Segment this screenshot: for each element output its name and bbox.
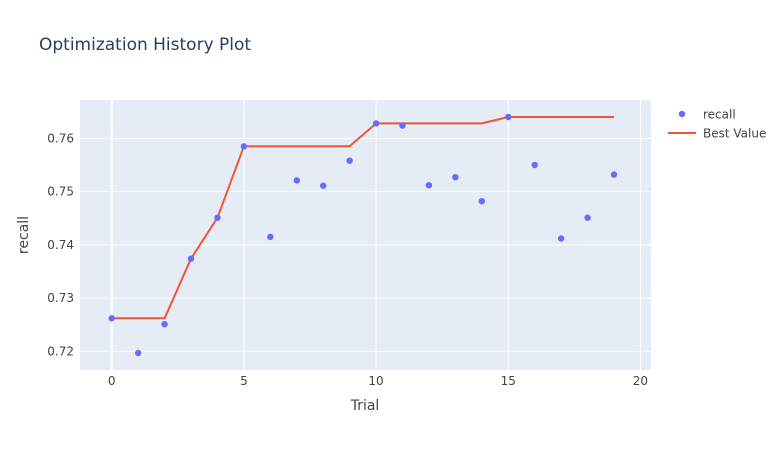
best-value-line-layer xyxy=(111,116,614,320)
recall-point-13[interactable] xyxy=(452,174,459,181)
recall-point-3[interactable] xyxy=(187,255,195,262)
recall-point-7[interactable] xyxy=(293,177,300,184)
legend-label-best-value: Best Value xyxy=(703,127,766,141)
recall-point-12[interactable] xyxy=(425,182,433,189)
recall-points-layer xyxy=(108,113,618,357)
recall-point-18[interactable] xyxy=(584,214,591,221)
recall-point-15[interactable] xyxy=(505,113,512,121)
legend[interactable]: recall Best Value xyxy=(668,108,766,141)
chart-title: Optimization History Plot xyxy=(39,35,251,55)
recall-point-1[interactable] xyxy=(135,349,142,357)
x-tick-label-15: 15 xyxy=(501,374,516,388)
recall-point-19[interactable] xyxy=(610,171,618,178)
best-value-line[interactable] xyxy=(111,116,614,320)
x-tick-label-20: 20 xyxy=(633,374,648,388)
legend-marker-recall xyxy=(678,110,686,118)
x-axis-title: Trial xyxy=(350,398,380,414)
recall-point-10[interactable] xyxy=(372,120,380,127)
recall-point-8[interactable] xyxy=(320,182,327,189)
plot-area[interactable] xyxy=(80,100,651,370)
recall-point-4[interactable] xyxy=(214,214,221,221)
y-tick-label-2: 0.74 xyxy=(47,238,74,252)
y-tick-label-1: 0.73 xyxy=(47,291,74,305)
y-tick-label-4: 0.76 xyxy=(47,131,74,145)
legend-item-best-value[interactable]: Best Value xyxy=(668,127,766,141)
legend-item-recall[interactable]: recall xyxy=(678,108,736,122)
y-grid xyxy=(80,137,651,352)
x-tick-label-0: 0 xyxy=(108,374,116,388)
x-tick-label-5: 5 xyxy=(240,374,248,388)
recall-point-5[interactable] xyxy=(240,143,248,150)
recall-point-2[interactable] xyxy=(161,321,168,328)
y-tick-labels: 0.72 0.73 0.74 0.75 0.76 xyxy=(47,131,74,358)
recall-point-0[interactable] xyxy=(108,315,115,322)
recall-point-17[interactable] xyxy=(557,235,565,242)
y-axis-title: recall xyxy=(16,216,32,254)
recall-point-16[interactable] xyxy=(531,161,538,169)
recall-point-14[interactable] xyxy=(478,198,485,205)
x-tick-label-10: 10 xyxy=(368,374,383,388)
recall-point-11[interactable] xyxy=(399,122,406,129)
legend-label-recall: recall xyxy=(703,108,736,122)
recall-point-6[interactable] xyxy=(267,233,274,241)
y-tick-label-3: 0.75 xyxy=(47,185,74,199)
x-tick-labels: 0 5 10 15 20 xyxy=(108,374,648,388)
recall-point-9[interactable] xyxy=(346,157,353,164)
y-tick-label-0: 0.72 xyxy=(47,344,74,358)
